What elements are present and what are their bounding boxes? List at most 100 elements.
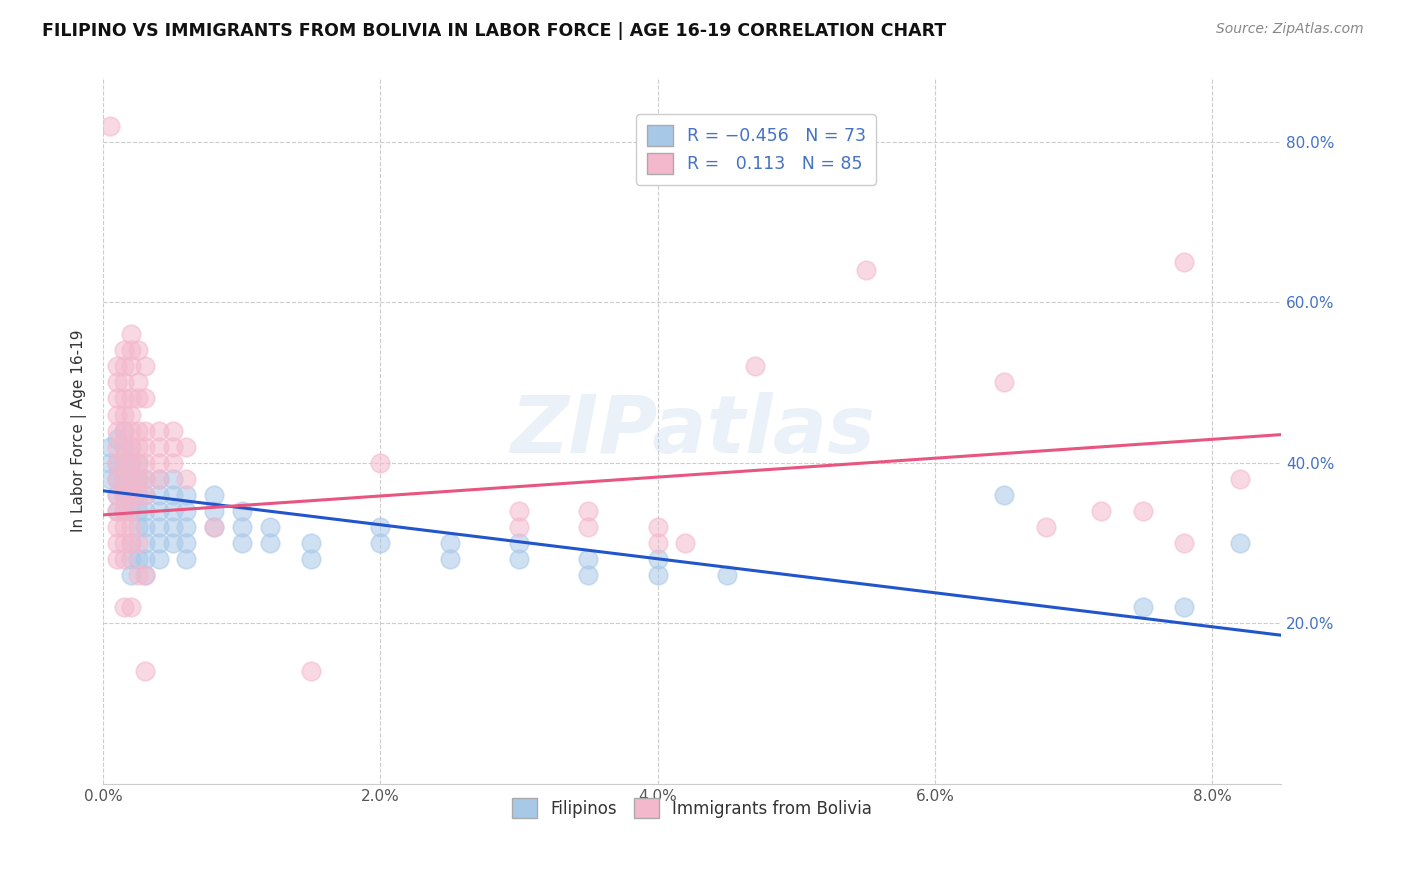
- Point: [744, 359, 766, 374]
- Point: [647, 568, 669, 582]
- Point: [370, 536, 392, 550]
- Point: [148, 424, 170, 438]
- Point: [105, 552, 128, 566]
- Point: [148, 488, 170, 502]
- Point: [1035, 520, 1057, 534]
- Point: [148, 552, 170, 566]
- Point: [647, 552, 669, 566]
- Point: [1229, 472, 1251, 486]
- Point: [134, 568, 156, 582]
- Point: [112, 472, 135, 486]
- Point: [127, 472, 149, 486]
- Point: [176, 472, 198, 486]
- Point: [105, 536, 128, 550]
- Text: FILIPINO VS IMMIGRANTS FROM BOLIVIA IN LABOR FORCE | AGE 16-19 CORRELATION CHART: FILIPINO VS IMMIGRANTS FROM BOLIVIA IN L…: [42, 22, 946, 40]
- Point: [993, 488, 1015, 502]
- Point: [127, 504, 149, 518]
- Point: [439, 552, 461, 566]
- Point: [112, 600, 135, 615]
- Point: [259, 536, 281, 550]
- Point: [120, 343, 142, 358]
- Point: [576, 520, 599, 534]
- Point: [127, 568, 149, 582]
- Point: [202, 520, 225, 534]
- Point: [148, 536, 170, 550]
- Point: [105, 408, 128, 422]
- Point: [134, 392, 156, 406]
- Point: [98, 456, 121, 470]
- Legend: Filipinos, Immigrants from Bolivia: Filipinos, Immigrants from Bolivia: [506, 791, 879, 825]
- Point: [105, 432, 128, 446]
- Point: [120, 504, 142, 518]
- Point: [176, 440, 198, 454]
- Point: [120, 440, 142, 454]
- Point: [259, 520, 281, 534]
- Point: [176, 520, 198, 534]
- Point: [127, 456, 149, 470]
- Point: [127, 488, 149, 502]
- Point: [120, 600, 142, 615]
- Point: [127, 488, 149, 502]
- Point: [202, 504, 225, 518]
- Point: [148, 520, 170, 534]
- Point: [148, 472, 170, 486]
- Point: [112, 504, 135, 518]
- Point: [576, 568, 599, 582]
- Point: [508, 536, 530, 550]
- Point: [162, 488, 184, 502]
- Point: [134, 504, 156, 518]
- Point: [647, 520, 669, 534]
- Point: [112, 536, 135, 550]
- Point: [120, 392, 142, 406]
- Point: [112, 376, 135, 390]
- Point: [112, 472, 135, 486]
- Point: [112, 440, 135, 454]
- Point: [112, 424, 135, 438]
- Point: [105, 472, 128, 486]
- Point: [855, 263, 877, 277]
- Point: [105, 456, 128, 470]
- Point: [231, 520, 253, 534]
- Point: [98, 440, 121, 454]
- Point: [148, 472, 170, 486]
- Point: [120, 472, 142, 486]
- Y-axis label: In Labor Force | Age 16-19: In Labor Force | Age 16-19: [72, 329, 87, 532]
- Point: [1229, 536, 1251, 550]
- Point: [120, 456, 142, 470]
- Point: [127, 536, 149, 550]
- Point: [112, 456, 135, 470]
- Point: [134, 536, 156, 550]
- Point: [176, 504, 198, 518]
- Point: [1132, 504, 1154, 518]
- Point: [127, 376, 149, 390]
- Point: [162, 472, 184, 486]
- Point: [120, 424, 142, 438]
- Point: [127, 424, 149, 438]
- Point: [105, 472, 128, 486]
- Point: [105, 488, 128, 502]
- Point: [162, 504, 184, 518]
- Point: [134, 440, 156, 454]
- Point: [120, 359, 142, 374]
- Point: [105, 440, 128, 454]
- Point: [134, 472, 156, 486]
- Point: [120, 488, 142, 502]
- Point: [112, 424, 135, 438]
- Point: [127, 343, 149, 358]
- Point: [112, 408, 135, 422]
- Point: [993, 376, 1015, 390]
- Point: [105, 392, 128, 406]
- Point: [105, 376, 128, 390]
- Point: [202, 520, 225, 534]
- Point: [98, 472, 121, 486]
- Point: [576, 504, 599, 518]
- Point: [508, 504, 530, 518]
- Point: [120, 456, 142, 470]
- Point: [673, 536, 696, 550]
- Point: [134, 359, 156, 374]
- Point: [370, 520, 392, 534]
- Point: [162, 520, 184, 534]
- Point: [112, 359, 135, 374]
- Point: [1173, 255, 1195, 269]
- Point: [112, 392, 135, 406]
